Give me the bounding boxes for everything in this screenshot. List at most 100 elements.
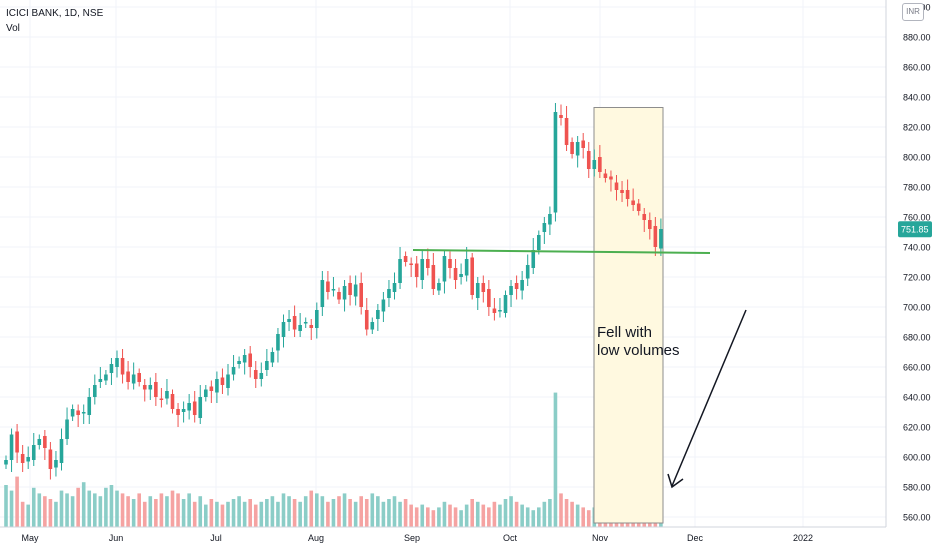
candle bbox=[131, 362, 136, 390]
volume-bar bbox=[381, 501, 386, 527]
candle bbox=[126, 361, 130, 390]
candle-body bbox=[54, 460, 58, 468]
candle bbox=[620, 181, 624, 202]
candle bbox=[420, 250, 425, 289]
price-tick-label: 740.00 bbox=[903, 243, 931, 253]
candle bbox=[93, 374, 97, 405]
candle bbox=[248, 346, 252, 378]
candle bbox=[253, 361, 258, 388]
arrow-head bbox=[667, 473, 684, 489]
price-tick-label: 820.00 bbox=[903, 123, 931, 133]
candle bbox=[148, 377, 153, 400]
volume-bar bbox=[265, 499, 269, 527]
candle-body bbox=[337, 292, 341, 300]
volume-bar bbox=[570, 501, 574, 527]
volume-bar bbox=[159, 493, 164, 527]
candle-body bbox=[15, 431, 19, 453]
candle bbox=[287, 310, 291, 331]
candle bbox=[659, 218, 663, 256]
volume-bar bbox=[209, 499, 214, 527]
candle bbox=[104, 370, 108, 385]
volume-bar bbox=[426, 507, 430, 527]
candle bbox=[409, 257, 413, 277]
volume-bar bbox=[231, 499, 236, 527]
candle-body bbox=[442, 256, 447, 282]
candle bbox=[481, 275, 486, 303]
candle-body bbox=[231, 367, 236, 375]
currency-badge[interactable]: INR bbox=[902, 3, 924, 21]
volume-bar bbox=[248, 499, 252, 527]
volume-bar bbox=[453, 507, 458, 527]
price-axis[interactable]: 560.00 580.00 600.00 620.00 640.00 660.00 680.… bbox=[885, 0, 931, 527]
volume-bar bbox=[104, 487, 108, 527]
volume-bar bbox=[215, 501, 219, 527]
price-tick-label: 780.00 bbox=[903, 183, 931, 193]
volume-bar bbox=[353, 501, 358, 527]
volume-bar bbox=[242, 501, 247, 527]
candle bbox=[431, 253, 436, 295]
candle bbox=[159, 388, 164, 408]
candle bbox=[598, 145, 602, 178]
candle bbox=[9, 428, 14, 472]
volume-bar bbox=[531, 510, 536, 527]
candle-body bbox=[270, 352, 275, 363]
candle-body bbox=[653, 226, 658, 247]
candle-body bbox=[342, 286, 347, 300]
candle bbox=[259, 362, 264, 387]
volume-bar bbox=[87, 490, 92, 527]
candle-body bbox=[9, 434, 14, 460]
candle-body bbox=[37, 439, 42, 445]
candle bbox=[115, 350, 119, 378]
volume-bar bbox=[315, 493, 319, 527]
candle-body bbox=[426, 259, 430, 268]
candle bbox=[54, 451, 58, 477]
volume-bar bbox=[98, 496, 103, 527]
candle-body bbox=[93, 385, 97, 397]
candle-body bbox=[520, 280, 524, 291]
volume-bar bbox=[559, 493, 563, 527]
candle-body bbox=[387, 289, 391, 298]
candle-body bbox=[320, 280, 325, 307]
volume-bar bbox=[437, 507, 441, 527]
candle bbox=[59, 428, 64, 471]
volume-bar bbox=[548, 499, 552, 527]
candle bbox=[487, 280, 491, 316]
volume-bar bbox=[187, 493, 191, 527]
volume-bar bbox=[525, 507, 530, 527]
arrow-annotation bbox=[667, 309, 747, 489]
candle bbox=[4, 455, 8, 469]
volume-bar bbox=[442, 501, 447, 527]
candle-body bbox=[620, 190, 624, 193]
volume-bar bbox=[20, 501, 25, 527]
candle bbox=[603, 169, 608, 183]
volume-bar bbox=[54, 501, 58, 527]
volume-bar bbox=[370, 493, 375, 527]
candle-body bbox=[204, 389, 208, 397]
candle bbox=[337, 287, 341, 304]
candle-body bbox=[59, 439, 64, 463]
volume-bar bbox=[331, 499, 336, 527]
time-axis[interactable]: May Jun Jul Aug Sep Oct Nov Dec 2022 bbox=[0, 526, 886, 543]
candle bbox=[548, 206, 552, 235]
candle-body bbox=[154, 382, 158, 397]
candle bbox=[509, 280, 513, 307]
candle bbox=[636, 199, 641, 216]
candle-body bbox=[165, 391, 169, 399]
volume-bar bbox=[259, 501, 264, 527]
candle bbox=[226, 364, 230, 396]
volume-bar bbox=[481, 504, 486, 527]
candle-body bbox=[70, 409, 75, 417]
volume-bar bbox=[148, 496, 153, 527]
volume-bar bbox=[364, 499, 369, 527]
candle-body bbox=[542, 223, 547, 232]
candle bbox=[220, 368, 225, 394]
volume-bar bbox=[398, 501, 402, 527]
volume-bar bbox=[15, 476, 19, 527]
candle-body bbox=[87, 397, 92, 415]
arrow-shaft bbox=[671, 309, 747, 487]
price-tick-label: 700.00 bbox=[903, 303, 931, 313]
volume-bar bbox=[170, 490, 175, 527]
candle-body bbox=[265, 361, 269, 370]
